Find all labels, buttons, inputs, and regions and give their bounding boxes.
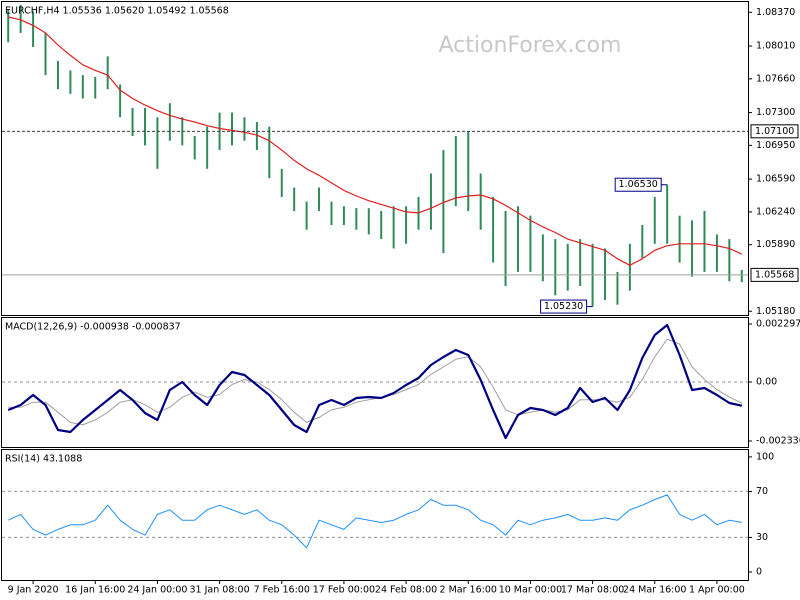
y-tick-label: 100 (756, 451, 774, 462)
y-tick-label: 30 (756, 532, 768, 543)
price-label-box (750, 267, 799, 282)
annotation-label: 1.05230 (544, 301, 583, 312)
y-tick-label: 1.06950 (756, 140, 795, 151)
x-tick-label: 31 Jan 08:00 (190, 585, 250, 596)
panel-title: MACD(12,26,9) -0.000938 -0.000837 (5, 322, 181, 333)
panel-title: RSI(14) 43.1088 (5, 454, 82, 465)
y-tick-label: 1.07300 (756, 107, 795, 118)
x-tick-label: 16 Jan 16:00 (65, 585, 125, 596)
indicator-line (7, 494, 742, 549)
price-label: 1.05568 (755, 269, 794, 280)
x-tick-label: 10 Mar 00:00 (499, 585, 562, 596)
annotation-box (614, 177, 662, 192)
moving-average (8, 16, 743, 266)
x-tick-label: 24 Feb 08:00 (375, 585, 437, 596)
y-tick-label: 1.07660 (756, 73, 795, 84)
y-tick-label: 1.08010 (756, 41, 795, 52)
price-panel (1, 1, 749, 316)
price-label-box (750, 124, 799, 139)
x-tick-label: 24 Jan 00:00 (127, 585, 187, 596)
rsi-panel (1, 449, 749, 581)
y-tick-label: 1.08370 (756, 7, 795, 18)
annotation-label: 1.06530 (619, 179, 658, 190)
price-label: 1.07100 (755, 126, 794, 137)
x-tick-label: 2 Mar 16:00 (440, 585, 497, 596)
x-tick-label: 17 Mar 08:00 (561, 585, 624, 596)
x-tick-label: 24 Mar 16:00 (623, 585, 686, 596)
annotation-box (540, 299, 588, 314)
y-tick-label: 0.002297 (756, 319, 800, 330)
y-tick-label: 1.05180 (756, 306, 795, 317)
x-tick-label: 9 Jan 2020 (8, 585, 59, 596)
y-tick-label: 1.06590 (756, 174, 795, 185)
y-tick-label: 1.06240 (756, 206, 795, 217)
watermark: ActionForex.com (439, 33, 622, 58)
y-tick-label: 70 (756, 486, 768, 497)
x-tick-label: 1 Apr 00:00 (689, 585, 745, 596)
indicator-line (7, 323, 743, 440)
y-tick-label: 0.00 (756, 377, 777, 388)
y-tick-label: -0.002336 (756, 435, 800, 446)
x-tick-label: 17 Feb 00:00 (313, 585, 375, 596)
x-tick-label: 7 Feb 16:00 (254, 585, 310, 596)
panel-title: EURCHF,H4 1.05536 1.05620 1.05492 1.0556… (5, 6, 229, 17)
y-tick-label: 0 (756, 566, 762, 577)
y-tick-label: 1.05890 (756, 239, 795, 250)
